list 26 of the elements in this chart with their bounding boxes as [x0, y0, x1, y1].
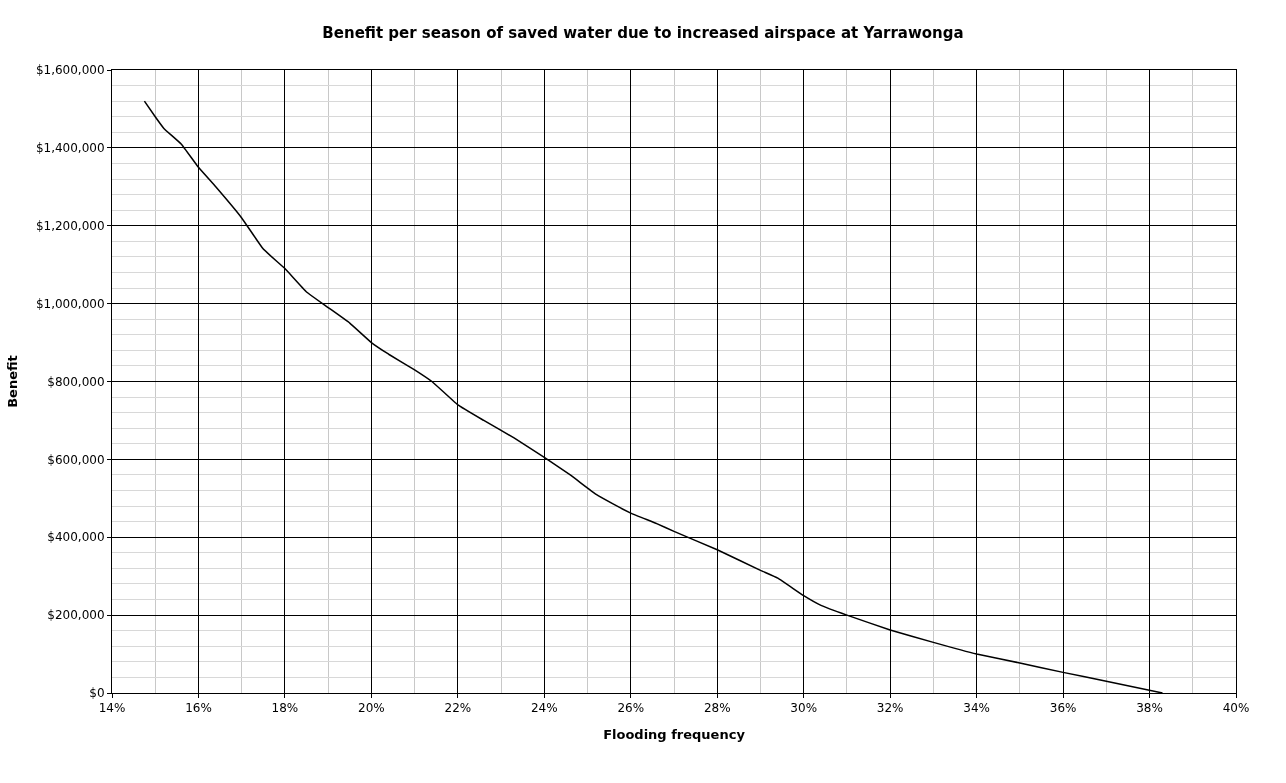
x-tick-label: 28% — [703, 701, 731, 716]
y-tick-label: $800,000 — [47, 374, 105, 389]
x-tick-label: 24% — [530, 701, 558, 716]
x-tick-label: 32% — [876, 701, 904, 716]
x-tick-label: 18% — [271, 701, 299, 716]
y-tick-label: $200,000 — [47, 608, 105, 623]
y-tick-label: $0 — [89, 686, 105, 701]
x-tick-label: 14% — [98, 701, 126, 716]
y-tick-label: $1,200,000 — [35, 218, 105, 233]
y-tick-label: $400,000 — [47, 530, 105, 545]
y-tick-label: $1,400,000 — [35, 141, 105, 156]
y-tick-label: $600,000 — [47, 452, 105, 467]
x-tick-label: 38% — [1136, 701, 1163, 716]
x-tick-label: 22% — [444, 701, 472, 716]
x-tick-label: 40% — [1222, 701, 1250, 716]
x-tick-label: 34% — [963, 701, 990, 716]
chart-title: Benefit per season of saved water due to increased airspace at Yarrawonga — [322, 23, 964, 42]
y-tick-label: $1,000,000 — [35, 296, 105, 311]
x-tick-label: 30% — [790, 701, 818, 716]
x-tick-label: 16% — [185, 701, 212, 716]
y-tick-label: $1,600,000 — [35, 63, 105, 78]
x-tick-label: 26% — [617, 701, 645, 716]
x-tick-label: 36% — [1049, 701, 1077, 716]
x-axis-title: Flooding frequency — [603, 727, 746, 742]
y-axis-title: Benefit — [4, 355, 20, 408]
x-tick-label: 20% — [358, 701, 385, 716]
